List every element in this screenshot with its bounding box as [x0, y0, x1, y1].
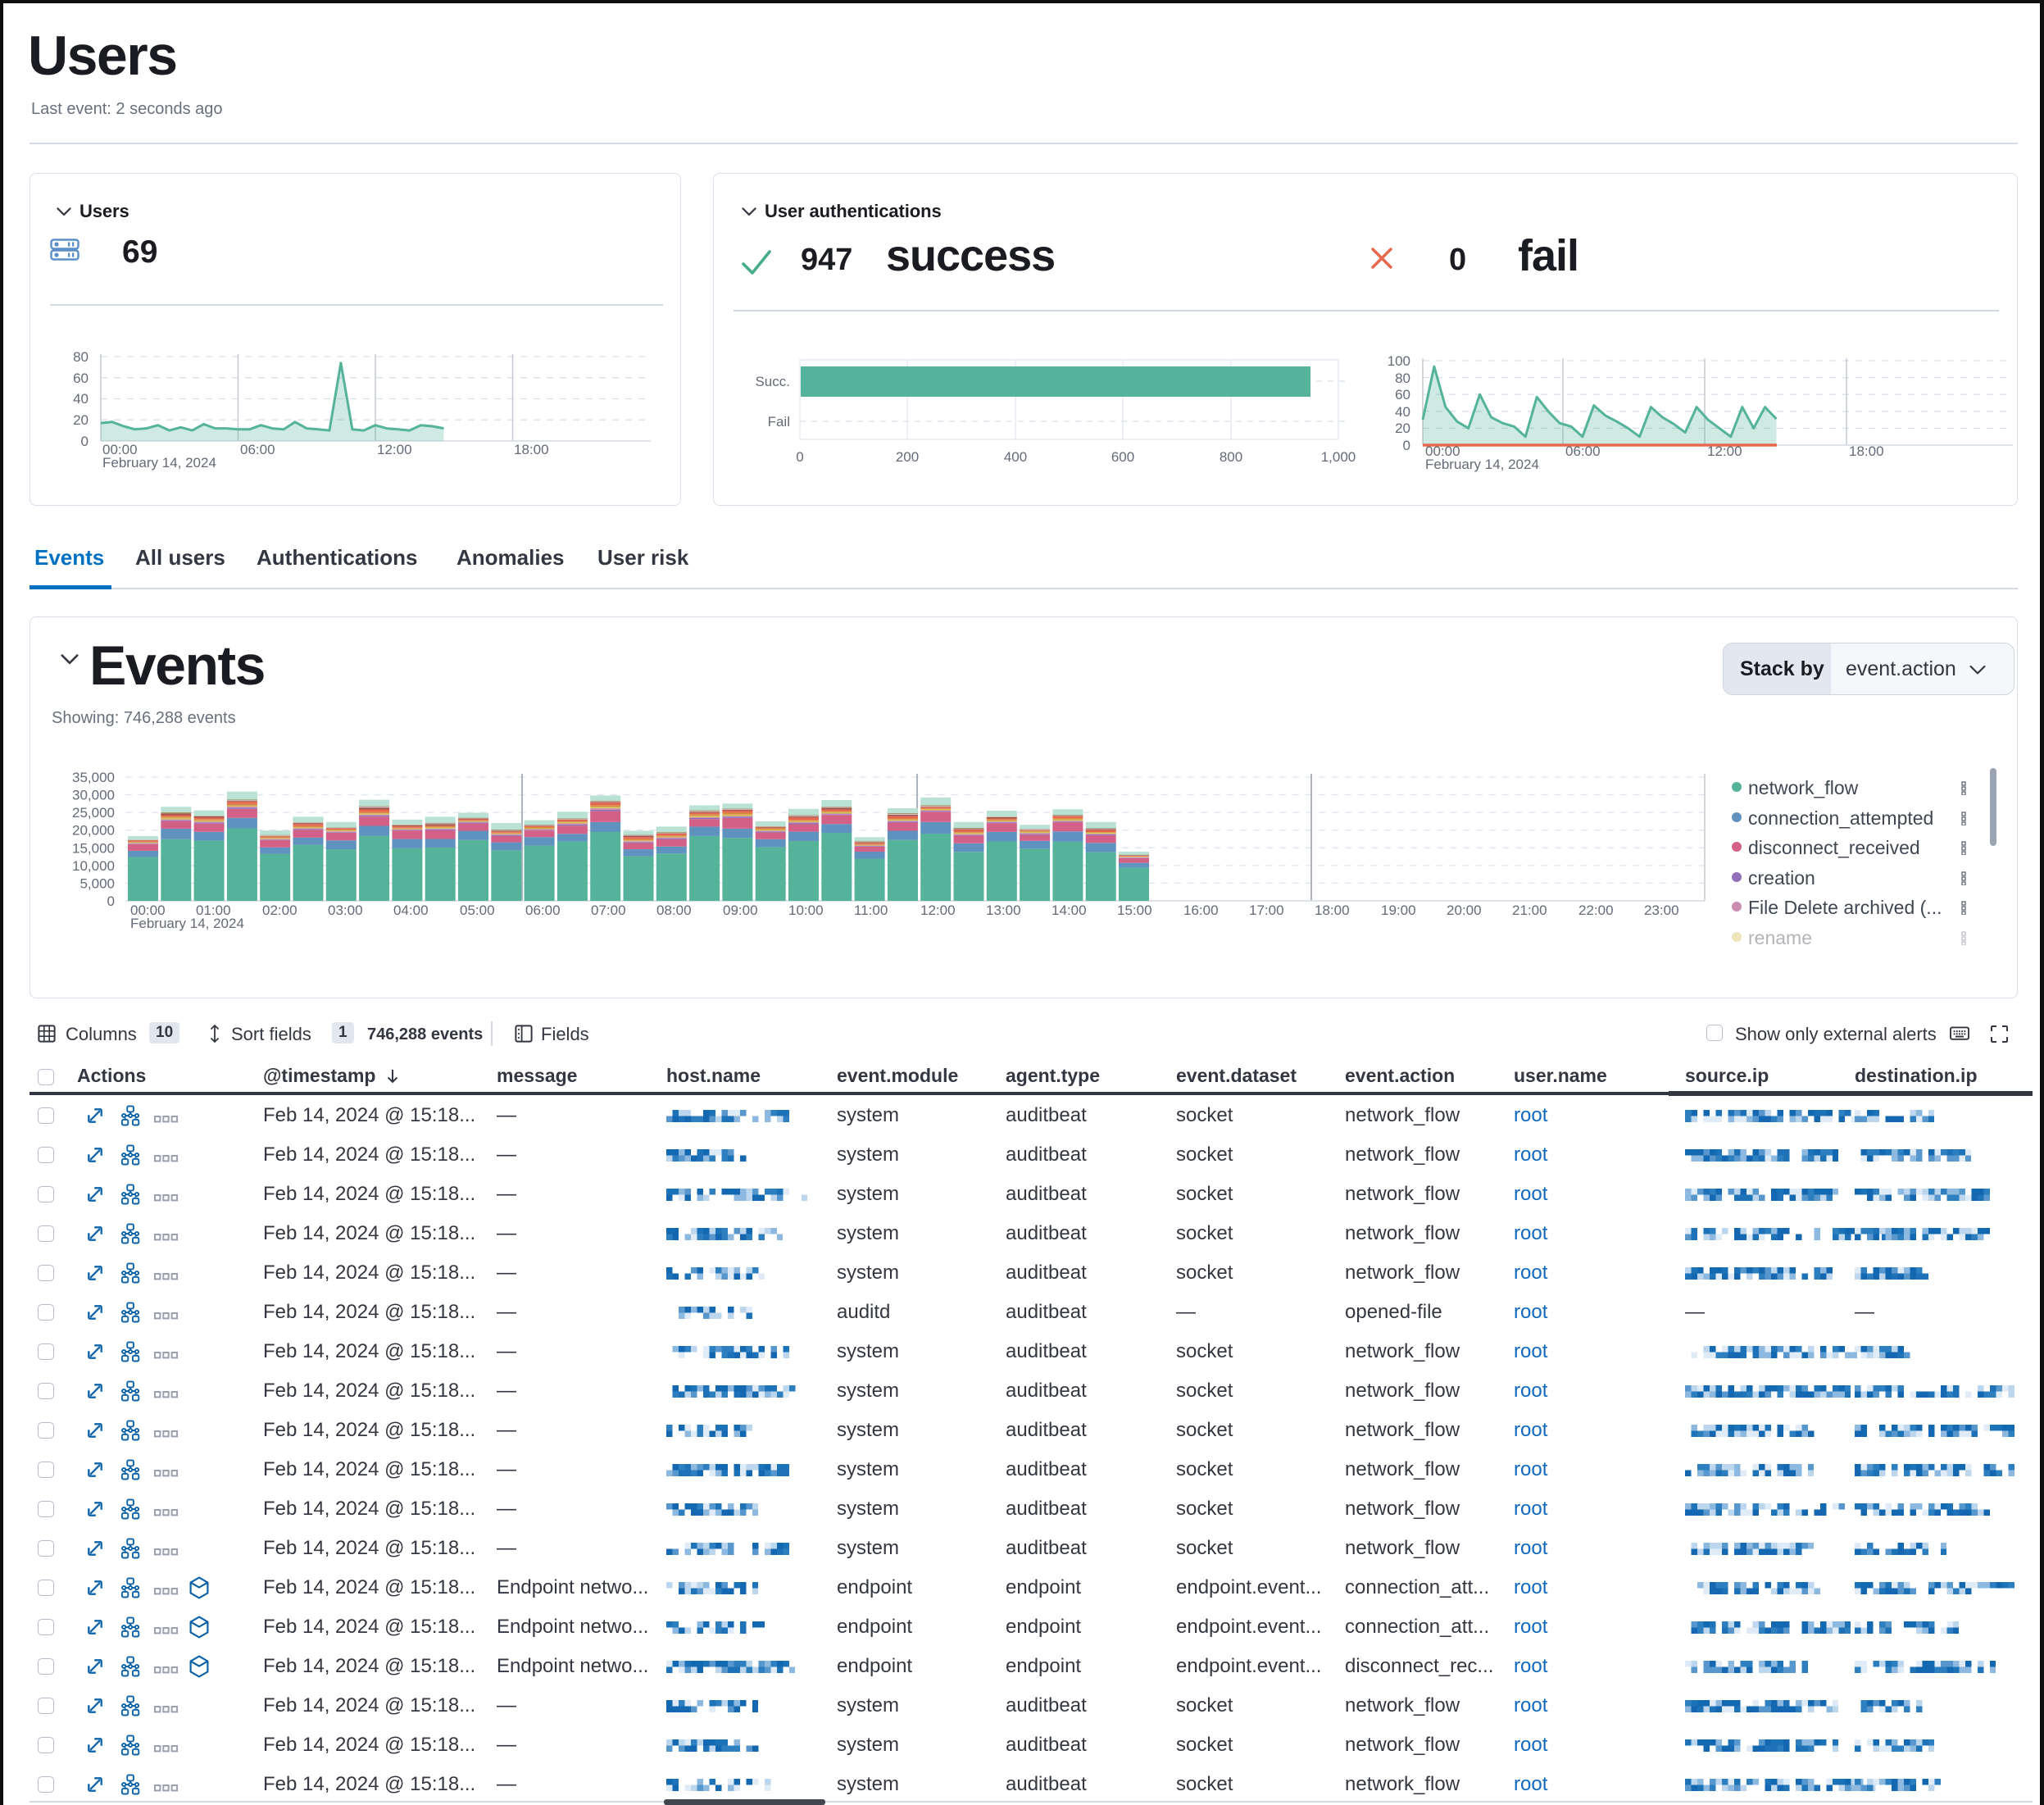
svg-text:06:00: 06:00	[525, 902, 561, 918]
svg-text:600: 600	[1111, 449, 1134, 465]
svg-text:60: 60	[1395, 387, 1410, 402]
svg-text:40: 40	[73, 391, 89, 407]
svg-text:00:00: 00:00	[130, 902, 166, 918]
svg-text:800: 800	[1220, 449, 1242, 465]
svg-text:0: 0	[1403, 438, 1410, 453]
svg-text:11:00: 11:00	[854, 902, 888, 918]
svg-text:80: 80	[1395, 371, 1410, 386]
svg-text:February 14, 2024: February 14, 2024	[1425, 457, 1539, 472]
svg-text:06:00: 06:00	[1565, 443, 1601, 459]
svg-text:0: 0	[796, 449, 803, 465]
svg-text:18:00: 18:00	[1315, 902, 1350, 918]
svg-text:13:00: 13:00	[986, 902, 1021, 918]
svg-text:40: 40	[1395, 404, 1410, 420]
svg-text:200: 200	[896, 449, 919, 465]
svg-text:19:00: 19:00	[1381, 902, 1416, 918]
svg-text:12:00: 12:00	[920, 902, 956, 918]
svg-text:04:00: 04:00	[393, 902, 429, 918]
svg-text:08:00: 08:00	[656, 902, 692, 918]
svg-text:01:00: 01:00	[196, 902, 231, 918]
svg-text:80: 80	[73, 349, 89, 365]
svg-text:09:00: 09:00	[723, 902, 758, 918]
svg-text:00:00: 00:00	[102, 442, 138, 457]
svg-text:10:00: 10:00	[788, 902, 824, 918]
svg-text:16:00: 16:00	[1183, 902, 1219, 918]
svg-text:22:00: 22:00	[1578, 902, 1614, 918]
svg-text:15,000: 15,000	[72, 840, 115, 856]
svg-text:20: 20	[1395, 421, 1410, 436]
svg-text:03:00: 03:00	[328, 902, 363, 918]
svg-text:00:00: 00:00	[1425, 443, 1460, 459]
svg-text:February 14, 2024: February 14, 2024	[130, 916, 244, 931]
svg-text:1,000: 1,000	[1321, 449, 1356, 465]
svg-text:25,000: 25,000	[72, 805, 115, 821]
svg-text:5,000: 5,000	[79, 875, 115, 891]
svg-text:14:00: 14:00	[1052, 902, 1087, 918]
svg-text:23:00: 23:00	[1644, 902, 1679, 918]
svg-text:15:00: 15:00	[1117, 902, 1152, 918]
svg-text:Succ.: Succ.	[755, 374, 790, 389]
svg-text:35,000: 35,000	[72, 770, 115, 785]
svg-text:30,000: 30,000	[72, 788, 115, 803]
svg-text:60: 60	[73, 371, 89, 386]
svg-text:05:00: 05:00	[460, 902, 495, 918]
svg-text:20: 20	[73, 412, 89, 428]
svg-text:Fail: Fail	[768, 414, 790, 430]
svg-text:17:00: 17:00	[1249, 902, 1284, 918]
svg-text:0: 0	[107, 893, 115, 909]
svg-text:02:00: 02:00	[262, 902, 298, 918]
svg-text:07:00: 07:00	[591, 902, 626, 918]
svg-text:400: 400	[1004, 449, 1027, 465]
svg-text:12:00: 12:00	[377, 442, 412, 457]
svg-text:10,000: 10,000	[72, 858, 115, 874]
svg-text:20,000: 20,000	[72, 823, 115, 839]
svg-text:18:00: 18:00	[1849, 443, 1884, 459]
svg-text:20:00: 20:00	[1447, 902, 1482, 918]
svg-text:06:00: 06:00	[240, 442, 275, 457]
svg-text:0: 0	[81, 434, 89, 449]
svg-text:100: 100	[1388, 353, 1410, 369]
svg-text:18:00: 18:00	[514, 442, 549, 457]
svg-text:21:00: 21:00	[1512, 902, 1547, 918]
svg-text:February 14, 2024: February 14, 2024	[102, 455, 216, 471]
svg-text:12:00: 12:00	[1707, 443, 1742, 459]
